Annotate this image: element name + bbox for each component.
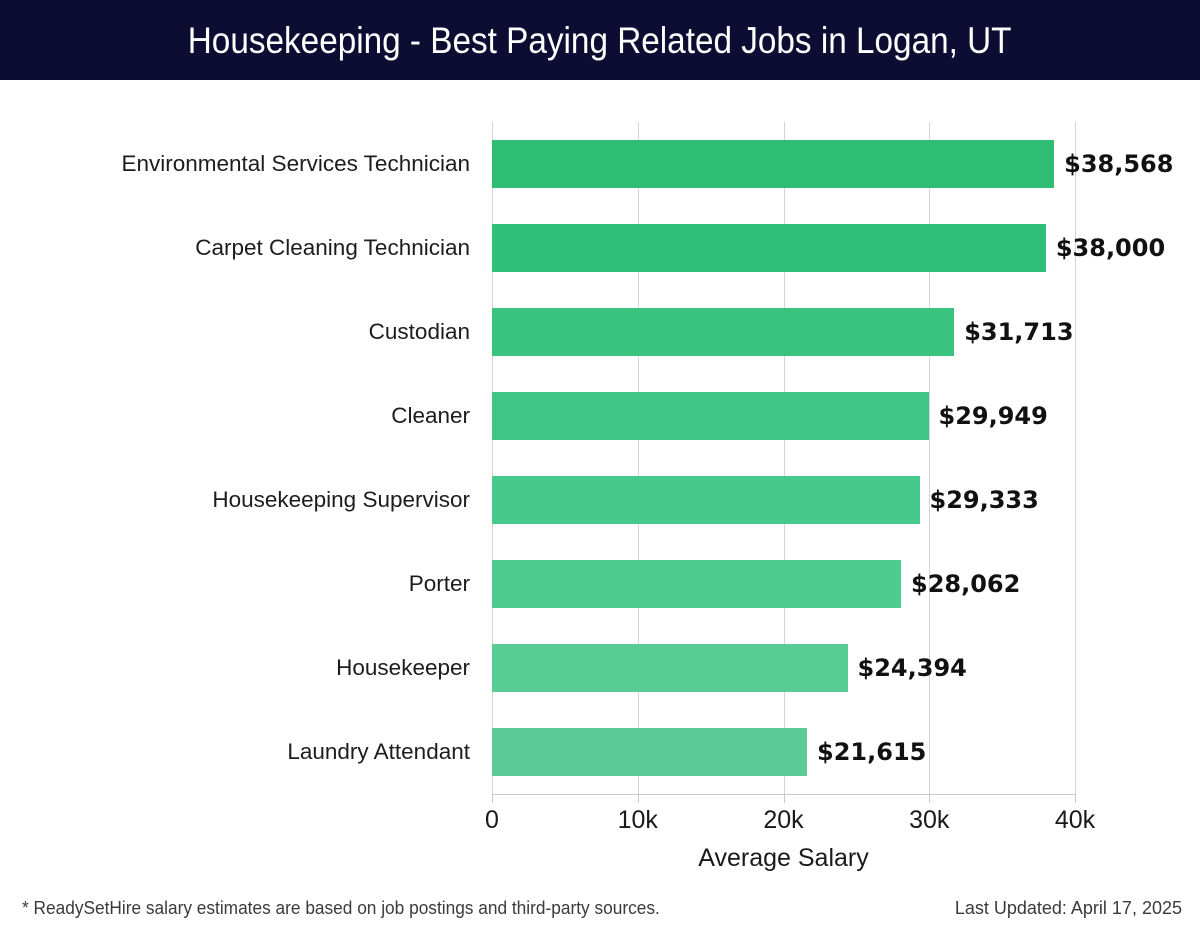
bar[interactable] bbox=[492, 224, 1046, 272]
bar-value-label: $28,062 bbox=[911, 570, 1021, 598]
bar-value-label: $38,000 bbox=[1055, 234, 1166, 262]
bar-row[interactable]: Custodian $31,713 bbox=[0, 290, 1200, 374]
bar-track: $29,333 bbox=[492, 458, 1200, 542]
x-tick-label: 20k bbox=[763, 806, 804, 834]
gridline bbox=[783, 122, 785, 794]
bar-row[interactable]: Housekeeper $24,394 bbox=[0, 626, 1200, 710]
gridline bbox=[492, 122, 493, 794]
bar-category-label: Laundry Attendant bbox=[287, 739, 470, 764]
gridline bbox=[1075, 122, 1076, 794]
x-tick-label: 40k bbox=[1054, 806, 1096, 834]
bar-track: $28,062 bbox=[492, 542, 1200, 626]
x-tick-mark bbox=[1075, 794, 1076, 803]
footer-last-updated: Last Updated: April 17, 2025 bbox=[954, 898, 1182, 918]
bar-category-label: Custodian bbox=[368, 319, 470, 344]
bar-row[interactable]: Environmental Services Technician $38,568 bbox=[0, 122, 1200, 206]
bar-value-label: $24,394 bbox=[857, 654, 967, 682]
gridline bbox=[929, 122, 931, 794]
bar-value-label: $31,713 bbox=[964, 318, 1074, 346]
x-tick-mark bbox=[637, 794, 639, 803]
bar-category-label: Porter bbox=[408, 571, 470, 596]
chart-header: Housekeeping - Best Paying Related Jobs … bbox=[0, 0, 1200, 80]
bar-category-label: Housekeeper bbox=[336, 655, 470, 680]
bar[interactable] bbox=[492, 476, 920, 524]
bar-value-label: $29,333 bbox=[929, 486, 1039, 514]
x-tick-label: 30k bbox=[909, 806, 950, 834]
x-tick-mark bbox=[492, 794, 493, 803]
bar-value-label: $21,615 bbox=[817, 738, 927, 766]
page-title: Housekeeping - Best Paying Related Jobs … bbox=[188, 19, 1012, 61]
bar-row[interactable]: Laundry Attendant $21,615 bbox=[0, 710, 1200, 794]
bar-track: $21,615 bbox=[492, 710, 1200, 794]
bar-track: $38,000 bbox=[492, 206, 1200, 290]
bar-value-label: $29,949 bbox=[938, 402, 1048, 430]
bar-row[interactable]: Porter $28,062 bbox=[0, 542, 1200, 626]
bar-chart: 0 10k 20k 30k 40k Environmental Services Tec… bbox=[0, 80, 1200, 872]
gridline bbox=[637, 122, 639, 794]
bar-row[interactable]: Housekeeping Supervisor $29,333 bbox=[0, 458, 1200, 542]
bar-track: $38,568 bbox=[492, 122, 1200, 206]
bar-category-label: Environmental Services Technician bbox=[121, 151, 470, 176]
bar[interactable] bbox=[492, 140, 1055, 188]
bar-value-label: $38,568 bbox=[1064, 150, 1174, 178]
bar-category-label: Carpet Cleaning Technician bbox=[195, 235, 470, 260]
bar[interactable] bbox=[492, 560, 901, 608]
x-tick-label: 0 bbox=[485, 806, 499, 834]
bar-row[interactable]: Cleaner $29,949 bbox=[0, 374, 1200, 458]
x-tick-mark bbox=[783, 794, 785, 803]
bar-category-label: Cleaner bbox=[391, 403, 470, 428]
bar-category-label: Housekeeping Supervisor bbox=[212, 487, 470, 512]
bar-track: $24,394 bbox=[492, 626, 1200, 710]
bar-track: $29,949 bbox=[492, 374, 1200, 458]
bar-track: $31,713 bbox=[492, 290, 1200, 374]
bar[interactable] bbox=[492, 644, 848, 692]
footer-disclaimer: * ReadySetHire salary estimates are base… bbox=[22, 898, 660, 918]
bar[interactable] bbox=[492, 728, 808, 776]
x-tick-label: 10k bbox=[617, 806, 658, 834]
plot-area bbox=[492, 122, 1076, 794]
chart-footer: * ReadySetHire salary estimates are base… bbox=[0, 885, 1200, 940]
bar[interactable] bbox=[492, 392, 929, 440]
x-tick-mark bbox=[929, 794, 931, 803]
bar[interactable] bbox=[492, 308, 955, 356]
x-axis-title: Average Salary bbox=[698, 844, 869, 872]
bar-row[interactable]: Carpet Cleaning Technician $38,000 bbox=[0, 206, 1200, 290]
